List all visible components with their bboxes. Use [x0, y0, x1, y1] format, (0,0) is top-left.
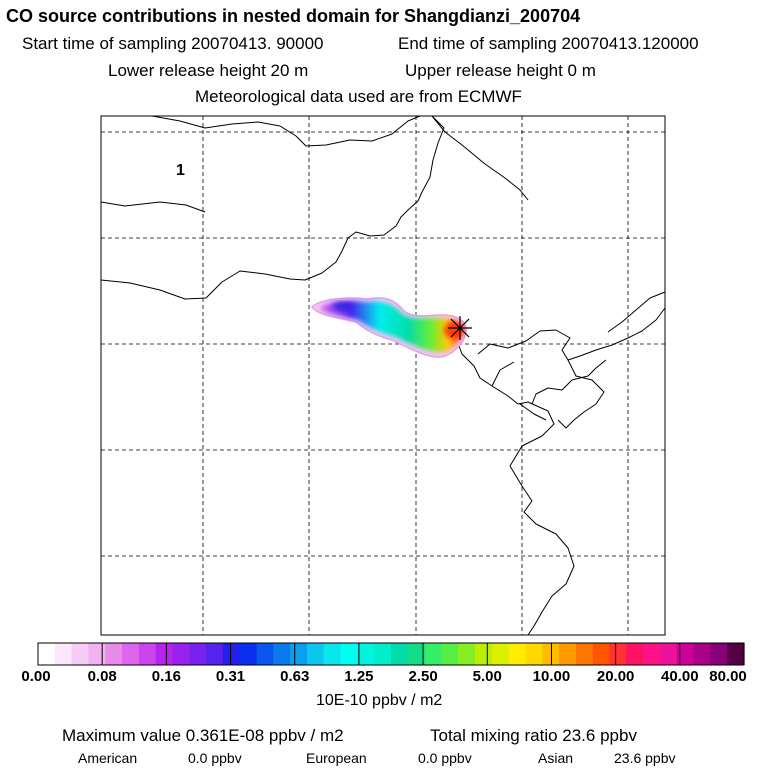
- receptor-star-icon: [448, 316, 472, 340]
- colorbar: [37, 642, 745, 666]
- colorbar-swatch: [88, 643, 106, 665]
- region-label-european: European: [306, 750, 367, 766]
- colorbar-tick-label: 20.00: [596, 668, 635, 685]
- colorbar-swatch: [290, 643, 308, 665]
- colorbar-swatch: [105, 643, 123, 665]
- colorbar-tick-label: 0.00: [21, 668, 51, 685]
- colorbar-tick-label: 1.25: [344, 668, 374, 685]
- colorbar-swatch: [441, 643, 459, 665]
- plume-blue-patch: [333, 302, 353, 310]
- colorbar-swatch: [155, 643, 174, 665]
- boundary-line: [607, 291, 666, 333]
- chart-title: CO source contributions in nested domain…: [6, 6, 581, 26]
- region-value-european: 0.0 ppbv: [418, 750, 472, 766]
- max-value-text: Maximum value 0.361E-08 ppbv / m2: [62, 726, 344, 745]
- plume-hotspot: [444, 321, 464, 339]
- colorbar-swatch: [239, 643, 258, 665]
- colorbar-swatch: [676, 643, 695, 665]
- colorbar-swatch: [575, 643, 594, 665]
- colorbar-swatch: [626, 643, 644, 665]
- colorbar-swatch: [458, 643, 476, 665]
- boundary-lines: [100, 115, 666, 636]
- colorbar-swatch: [340, 643, 358, 665]
- colorbar-swatch: [525, 643, 543, 665]
- colorbar-tick-label: 0.08: [87, 668, 117, 685]
- colorbar-swatch: [391, 643, 409, 665]
- colorbar-swatch: [273, 643, 291, 665]
- colorbar-tick-label: 0.16: [151, 668, 181, 685]
- coastline: [531, 359, 607, 405]
- plume-field: [311, 297, 467, 358]
- colorbar-swatch: [374, 643, 392, 665]
- colorbar-tick-label: 40.00: [661, 668, 699, 685]
- start-time-text: Start time of sampling 20070413. 90000: [22, 34, 324, 53]
- colorbar-swatch: [508, 643, 527, 665]
- colorbar-tick-label: 0.63: [280, 668, 310, 685]
- colorbar-tick-label: 2.50: [408, 668, 438, 685]
- colorbar-swatch: [189, 643, 207, 665]
- colorbar-unit-label: 10E-10 ppbv / m2: [316, 692, 443, 709]
- colorbar-swatch: [172, 643, 190, 665]
- colorbar-swatch: [609, 643, 627, 665]
- region-value-american: 0.0 ppbv: [188, 750, 242, 766]
- coastline: [519, 403, 547, 421]
- colorbar-swatch: [323, 643, 342, 665]
- colorbar-swatch: [559, 643, 577, 665]
- boundary-line: [100, 201, 206, 213]
- colorbar-swatch: [592, 643, 611, 665]
- region-label-asian: Asian: [538, 750, 574, 766]
- colorbar-swatch: [659, 643, 678, 665]
- upper-release-text: Upper release height 0 m: [405, 61, 596, 80]
- colorbar-swatch: [256, 643, 274, 665]
- region-label-american: American: [78, 750, 138, 766]
- colorbar-swatch: [222, 643, 241, 665]
- colorbar-swatch: [424, 643, 443, 665]
- colorbar-swatch: [407, 643, 426, 665]
- colorbar-swatch: [491, 643, 510, 665]
- map-frame: [100, 115, 666, 636]
- colorbar-swatch: [54, 643, 73, 665]
- end-time-text: End time of sampling 20070413.120000: [398, 34, 699, 53]
- colorbar-tick-label: 10.00: [532, 668, 571, 685]
- colorbar-border: [37, 642, 745, 666]
- colorbar-swatch: [727, 643, 745, 665]
- met-data-text: Meteorological data used are from ECMWF: [195, 87, 522, 106]
- colorbar-swatch: [71, 643, 90, 665]
- region-value-asian: 23.6 ppbv: [614, 750, 676, 766]
- colorbar-tick-label: 0.31: [215, 668, 246, 685]
- colorbar-swatch: [693, 643, 711, 665]
- colorbar-swatch: [710, 643, 728, 665]
- coastline: [477, 307, 666, 361]
- boundary-line: [151, 115, 421, 147]
- colorbar-tick-label: 80.00: [709, 668, 747, 685]
- colorbar-swatch: [206, 643, 224, 665]
- coastline: [557, 359, 605, 429]
- plume-core: [320, 300, 462, 352]
- colorbar-swatch: [643, 643, 661, 665]
- colorbar-tick-label: 5.00: [472, 668, 502, 685]
- colorbar-swatch: [38, 643, 56, 665]
- colorbar-swatch: [475, 643, 493, 665]
- total-mixing-ratio-text: Total mixing ratio 23.6 ppbv: [430, 726, 637, 745]
- panel-label: 1: [176, 162, 185, 179]
- coastline: [491, 361, 515, 387]
- lower-release-text: Lower release height 20 m: [108, 61, 309, 80]
- boundary-line: [100, 115, 445, 300]
- boundary-line: [431, 115, 529, 201]
- colorbar-swatch: [122, 643, 140, 665]
- colorbar-swatch: [138, 643, 157, 665]
- colorbar-swatch: [357, 643, 375, 665]
- colorbar-swatch: [306, 643, 325, 665]
